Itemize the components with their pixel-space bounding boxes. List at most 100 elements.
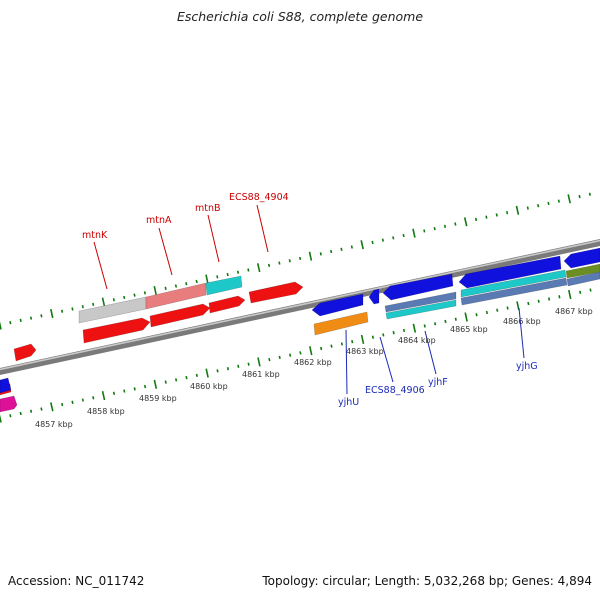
lower-major-tick: [153, 379, 158, 389]
gene-label-leaders: [93, 204, 525, 395]
genome-backbone: [0, 239, 600, 375]
lower-minor-tick: [40, 407, 43, 411]
lower-minor-tick: [444, 319, 447, 324]
upper-minor-tick: [557, 199, 560, 203]
upper-minor-tick: [9, 321, 12, 325]
upper-minor-tick: [433, 227, 436, 231]
upper-major-tick: [463, 217, 468, 227]
lower-major-tick: [360, 334, 365, 344]
gene-label-mtnK: mtnK: [82, 230, 108, 241]
ruler-label-4858: 4858 kbp: [87, 407, 125, 416]
lower-major-tick: [257, 357, 261, 367]
upper-minor-tick: [495, 213, 498, 217]
upper-minor-tick: [19, 318, 22, 323]
lower-minor-tick: [402, 328, 406, 333]
gene-reverse-magenta[interactable]: [0, 395, 18, 413]
upper-minor-tick: [112, 298, 115, 302]
lower-minor-tick: [299, 351, 302, 355]
gene-reverse-orange[interactable]: [313, 311, 369, 336]
gene-reverse-steel-2[interactable]: [566, 271, 600, 287]
gene-label-mtnA: mtnA: [146, 215, 172, 226]
gene-reverse-olive[interactable]: [565, 263, 600, 279]
gene-yjhF[interactable]: [384, 291, 457, 313]
upper-minor-tick: [267, 263, 271, 267]
lower-minor-tick: [289, 353, 292, 357]
gene-yjhU[interactable]: [311, 293, 364, 317]
lower-minor-tick: [164, 380, 167, 384]
upper-major-tick: [50, 308, 54, 319]
lower-minor-tick: [589, 288, 592, 292]
gene-forward-7[interactable]: [208, 295, 246, 314]
upper-minor-tick: [143, 291, 146, 295]
lower-minor-tick: [19, 411, 22, 416]
gene-forward-8[interactable]: [13, 343, 37, 362]
lower-minor-tick: [112, 391, 116, 395]
lower-minor-tick: [340, 342, 343, 346]
lower-major-tick: [464, 312, 468, 322]
lower-major-tick: [0, 414, 2, 423]
gene-reverse-cyan-2[interactable]: [460, 269, 567, 298]
gene-forward-6[interactable]: [149, 303, 211, 328]
lower-minor-tick: [454, 317, 457, 321]
lower-major-tick: [309, 346, 313, 356]
lower-minor-tick: [123, 389, 126, 393]
upper-minor-tick: [526, 206, 529, 210]
lower-minor-tick: [216, 369, 219, 373]
gene-reverse-blue-3[interactable]: [0, 377, 12, 394]
gene-label-yjhF: yjhF: [428, 377, 448, 388]
lower-major-tick: [50, 402, 54, 412]
lower-minor-tick: [278, 355, 281, 360]
lower-minor-tick: [175, 378, 178, 382]
lower-minor-tick: [475, 313, 478, 317]
upper-minor-tick: [288, 259, 291, 263]
gene-labels: mtnK mtnA mtnB ECS88_4904 yjhU ECS88_490…: [82, 192, 538, 408]
upper-minor-tick: [174, 284, 178, 288]
ruler-ticks-upper: [0, 192, 591, 330]
gene-ECS88-4904[interactable]: [248, 281, 304, 304]
gene-label-yjhU: yjhU: [338, 397, 359, 408]
map-title: Escherichia coli S88, complete genome: [176, 9, 424, 24]
gene-ECS88-4906[interactable]: [368, 288, 380, 305]
lower-major-tick: [101, 391, 106, 401]
upper-minor-tick: [454, 222, 457, 226]
forward-strand-genes: [0, 275, 304, 396]
lower-minor-tick: [506, 306, 509, 310]
upper-major-tick: [256, 263, 261, 273]
lower-minor-tick: [558, 295, 561, 299]
upper-minor-tick: [330, 249, 333, 254]
ruler-label-4865: 4865 kbp: [450, 325, 488, 334]
gene-yjhG[interactable]: [458, 255, 562, 289]
gene-label-yjhG: yjhG: [516, 361, 538, 372]
lower-minor-tick: [547, 297, 551, 301]
lower-major-tick: [568, 289, 572, 300]
gene-label-mtnB: mtnB: [195, 203, 221, 214]
gene-reverse-blue-2[interactable]: [563, 247, 600, 269]
lower-minor-tick: [320, 346, 323, 351]
upper-minor-tick: [443, 224, 447, 228]
lower-minor-tick: [92, 396, 95, 400]
lower-minor-tick: [71, 400, 74, 404]
upper-major-tick: [567, 194, 571, 204]
lower-minor-tick: [195, 373, 198, 377]
upper-minor-tick: [195, 279, 198, 284]
gene-mtnB[interactable]: [205, 275, 243, 296]
lower-minor-tick: [485, 310, 488, 315]
upper-major-tick: [515, 205, 520, 215]
lower-minor-tick: [30, 409, 33, 413]
lower-major-tick: [205, 368, 209, 378]
ruler-ticks-lower: [0, 288, 592, 423]
lower-minor-tick: [268, 358, 271, 362]
upper-minor-tick: [164, 286, 167, 290]
gene-reverse-steel[interactable]: [460, 277, 568, 306]
gene-mtnA[interactable]: [145, 282, 207, 310]
upper-minor-tick: [578, 194, 581, 199]
upper-minor-tick: [29, 316, 33, 320]
upper-major-tick: [360, 240, 364, 250]
gene-forward-5[interactable]: [82, 317, 151, 344]
gene-reverse-cyan-1[interactable]: [385, 299, 457, 320]
upper-minor-tick: [247, 268, 250, 272]
gene-reverse-blue-1[interactable]: [382, 273, 454, 301]
upper-minor-tick: [485, 215, 488, 219]
lower-minor-tick: [143, 384, 147, 389]
